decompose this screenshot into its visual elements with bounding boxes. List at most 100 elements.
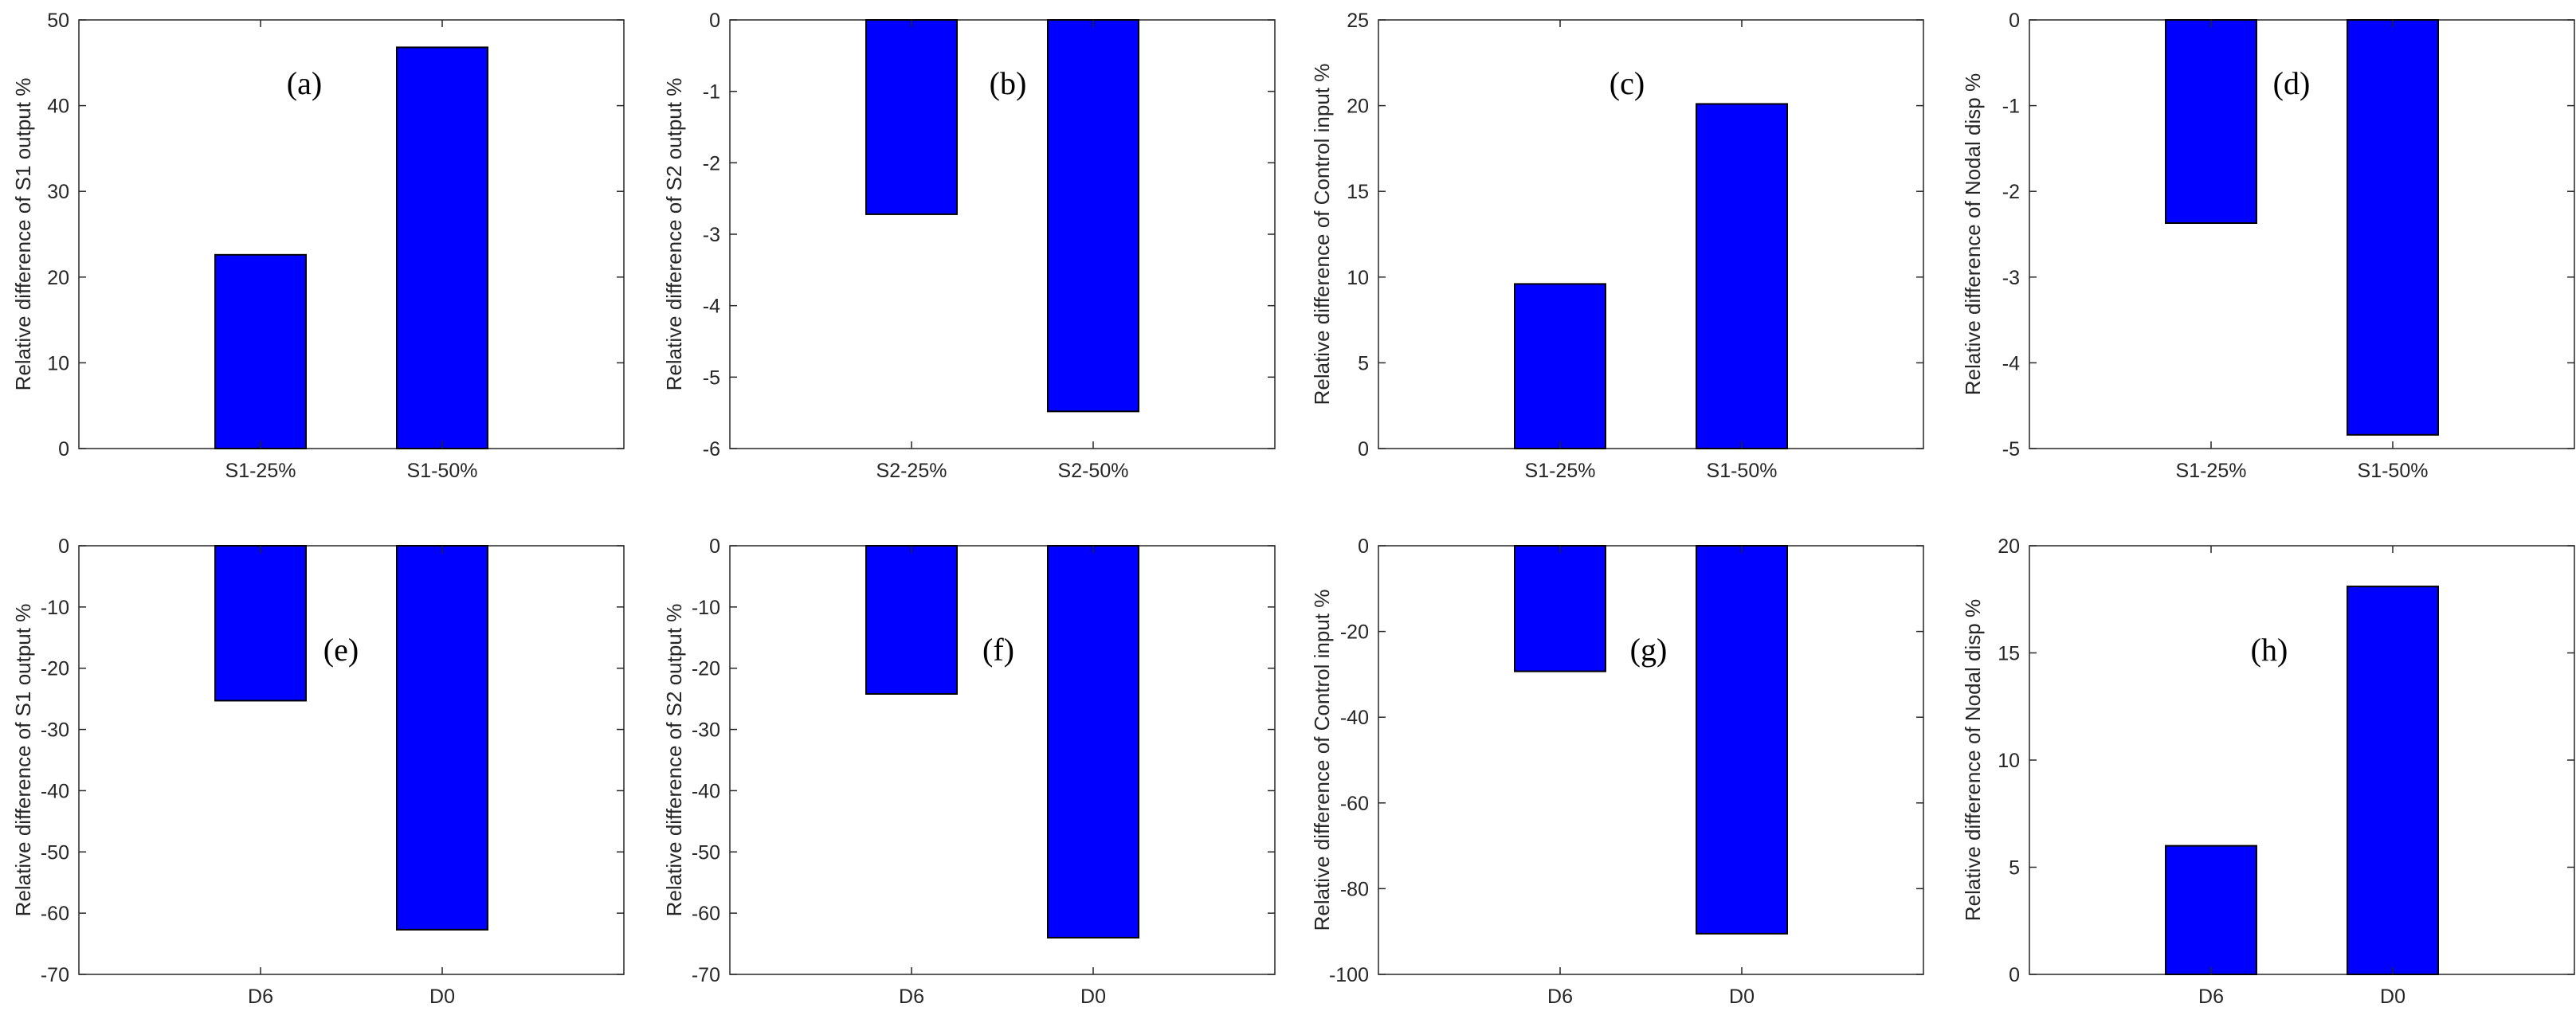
y-tick-label: -1 [703,81,720,104]
y-tick-label: 20 [1347,96,1369,118]
bar [1047,19,1139,413]
y-tick-label: -5 [703,366,720,389]
panel-e: -70 -60 -50 -40 -30 -20 -10 0 D6 D0 Relative diffe… [11,535,625,1008]
bar [2347,586,2439,975]
panel-c: 0 5 10 15 20 25 S1-25% S1-50% Relative differenc… [1310,10,1924,482]
bar [2165,19,2257,225]
panel-label: (c) [1610,65,1645,101]
axes-box [1378,545,1924,975]
y-tick-label: -2 [2002,181,2020,203]
y-tick-label: -40 [41,780,69,802]
panel-h: 0 5 10 15 20 D6 D0 Relative difference of Nodal… [1961,535,2575,1008]
y-axis-label: Relative difference of Control input % [1310,590,1334,931]
x-tick-label: D0 [1080,986,1106,1008]
y-tick-label: -2 [703,152,720,174]
y-tick-label: 5 [2009,857,2020,880]
panel-label: (h) [2251,632,2288,668]
bar [2347,19,2439,436]
bar [396,545,488,931]
x-tick-label: S1-50% [407,460,478,482]
y-tick-label: -100 [1329,964,1369,986]
axes-box [2029,545,2575,975]
y-tick-label: 0 [58,535,69,558]
x-tick-label: D6 [899,986,924,1008]
y-tick-label: 0 [2009,964,2020,986]
y-axis-label: Relative difference of Control input % [1310,64,1334,406]
axes-box [1378,19,1924,449]
bar [1047,545,1139,939]
y-tick-label: 0 [58,438,69,461]
y-axis-label: Relative difference of Nodal disp % [1961,599,1985,921]
y-tick-label: -60 [1340,793,1369,815]
x-tick-label: S1-25% [1525,460,1596,482]
x-tick-label: S2-50% [1058,460,1129,482]
bar [865,19,958,215]
y-tick-label: -50 [41,841,69,864]
panel-label: (b) [990,65,1027,101]
y-tick-label: 15 [1347,181,1369,203]
y-tick-label: 25 [1347,10,1369,32]
x-tick-label: S1-50% [1707,460,1778,482]
y-tick-label: 30 [47,181,69,203]
y-axis-label: Relative difference of S2 output % [662,78,686,391]
axes-box [729,545,1276,975]
x-tick-label: D6 [2198,986,2224,1008]
y-tick-label: -40 [692,780,720,802]
y-tick-label: -4 [703,296,720,318]
panel-a: 0 10 20 30 40 50 S1-25% S1-50% Relative differen… [11,10,625,482]
y-tick-label: 20 [1998,535,2020,558]
panel-f: -70 -60 -50 -40 -30 -20 -10 0 D6 D0 Relative diffe… [662,535,1276,1008]
y-tick-label: -1 [2002,96,2020,118]
x-tick-label: D0 [1729,986,1755,1008]
panel-label: (d) [2273,65,2311,101]
y-tick-label: 0 [709,535,720,558]
y-tick-label: -60 [692,903,720,925]
panel-g: -100 -80 -60 -40 -20 0 D6 D0 Relative difference… [1310,535,1924,1008]
y-axis-label: Relative difference of S1 output % [11,604,35,917]
y-tick-label: -10 [692,597,720,619]
panel-label: (g) [1630,632,1668,668]
y-axis-label: Relative difference of S2 output % [662,604,686,917]
y-tick-label: -3 [2002,267,2020,289]
y-tick-label: 40 [47,96,69,118]
x-tick-label: S1-25% [2176,460,2247,482]
x-tick-label: D6 [1547,986,1573,1008]
y-tick-label: -80 [1340,878,1369,900]
axes-box [78,19,625,449]
panel-d: -5 -4 -3 -2 -1 0 S1-25% S1-50% Relative differen… [1961,10,2575,482]
bar [1696,103,1788,449]
bar [396,46,488,449]
bar [1514,545,1606,672]
panel-label: (e) [323,632,359,668]
y-tick-label: 50 [47,10,69,32]
x-tick-label: D0 [429,986,455,1008]
y-tick-label: -40 [1340,707,1369,729]
panel-label: (a) [287,65,322,101]
y-tick-label: 0 [709,10,720,32]
axes-box [78,545,625,975]
y-tick-label: 0 [1358,535,1369,558]
y-tick-label: 10 [1347,267,1369,289]
bar [1696,545,1788,935]
y-tick-label: -50 [692,841,720,864]
x-tick-label: S2-25% [876,460,947,482]
y-tick-label: 0 [1358,438,1369,461]
y-tick-label: 0 [2009,10,2020,32]
y-tick-label: -5 [2002,438,2020,461]
y-tick-label: 15 [1998,643,2020,665]
y-tick-label: -10 [41,597,69,619]
panel-b: -6 -5 -4 -3 -2 -1 0 S2-25% S2-50% Relative differ… [662,10,1276,482]
x-tick-label: D0 [2380,986,2405,1008]
y-tick-label: 10 [1998,750,2020,772]
y-tick-label: -20 [1340,621,1369,644]
y-tick-label: -20 [41,658,69,680]
bar [2165,845,2257,975]
y-tick-label: -60 [41,903,69,925]
x-tick-label: S1-25% [225,460,296,482]
bar [214,545,307,702]
y-tick-label: -70 [41,964,69,986]
y-tick-label: -30 [41,719,69,742]
y-tick-label: -6 [703,438,720,461]
y-tick-label: -20 [692,658,720,680]
